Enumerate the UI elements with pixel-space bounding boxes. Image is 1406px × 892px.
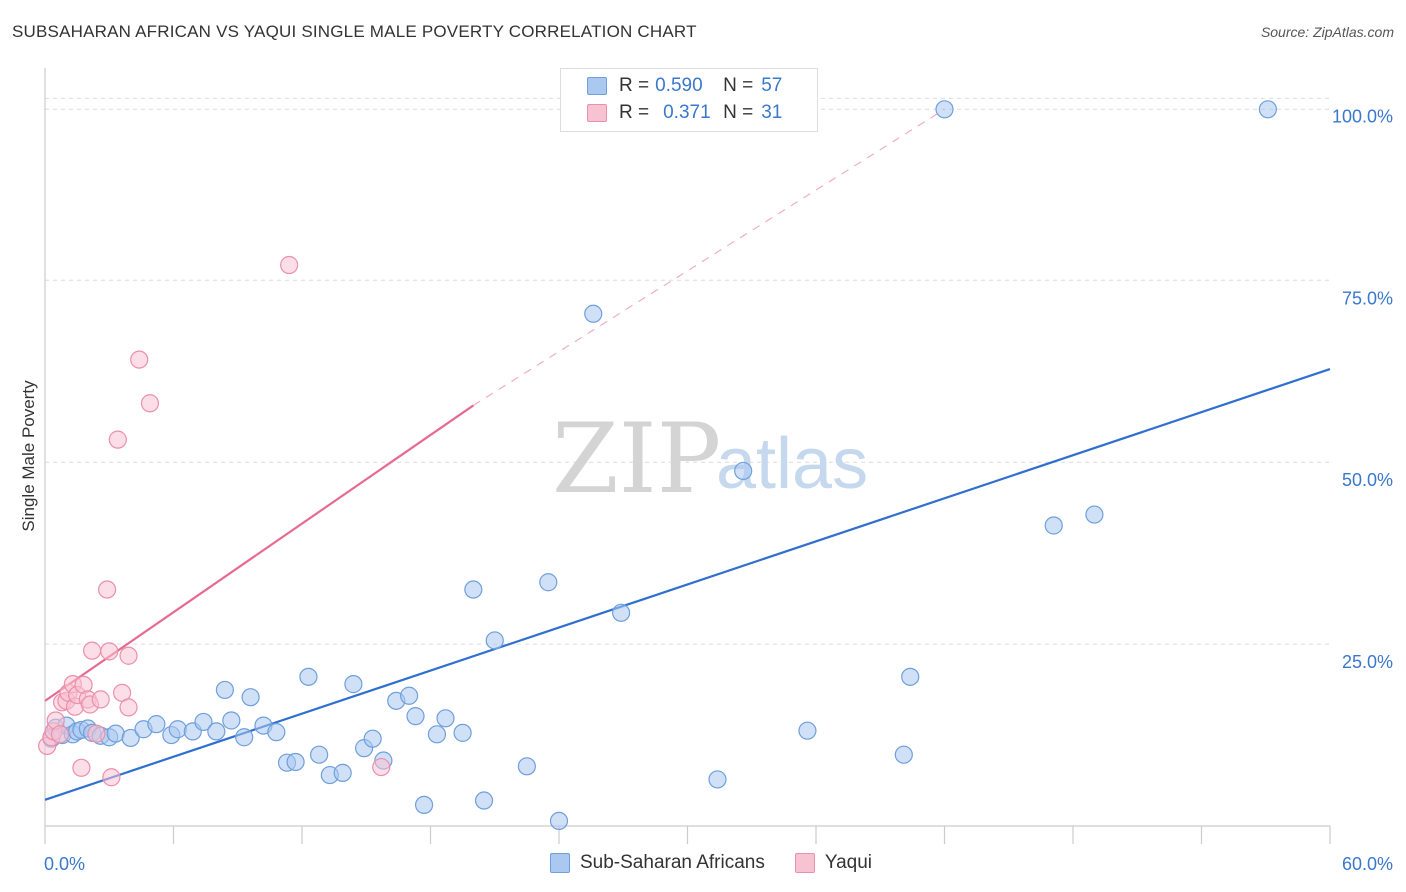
point-subsaharan bbox=[267, 723, 286, 742]
point-subsaharan bbox=[436, 709, 455, 728]
y-tick-label: 50.0% bbox=[1342, 470, 1393, 490]
point-yaqui bbox=[50, 725, 70, 744]
correlation-legend: R = 0.590 N = 57 R = 0.371 N = 31 bbox=[560, 68, 818, 132]
point-subsaharan bbox=[474, 791, 494, 810]
point-subsaharan bbox=[453, 723, 472, 742]
point-subsaharan bbox=[539, 573, 558, 592]
legend-r-value: 0.590 bbox=[655, 75, 703, 96]
point-subsaharan bbox=[427, 725, 447, 744]
point-yaqui bbox=[83, 641, 102, 660]
y-tick-label: 75.0% bbox=[1342, 288, 1393, 308]
y-tick-label: 100.0% bbox=[1332, 106, 1393, 126]
labels-layer: 25.0% 50.0% 75.0% 100.0% 0.0% 60.0% Single Mal… bbox=[19, 106, 1393, 874]
watermark-zip: ZIP bbox=[552, 403, 721, 515]
points-layer bbox=[38, 100, 1277, 831]
point-subsaharan bbox=[235, 728, 254, 747]
source-credit: Source: ZipAtlas.com bbox=[1260, 24, 1394, 40]
point-subsaharan bbox=[734, 461, 753, 481]
point-subsaharan bbox=[901, 667, 920, 686]
point-yaqui bbox=[72, 758, 91, 777]
legend-n-label: N = bbox=[723, 102, 754, 123]
legend-item-subsaharan[interactable]: Sub-Saharan Africans bbox=[550, 852, 765, 874]
point-yaqui bbox=[372, 757, 391, 777]
point-subsaharan bbox=[299, 667, 318, 686]
point-subsaharan bbox=[414, 795, 434, 814]
point-subsaharan bbox=[517, 757, 536, 776]
watermark: ZIP atlas bbox=[552, 403, 868, 515]
point-yaqui bbox=[130, 350, 149, 369]
legend-r-value: 0.371 bbox=[663, 102, 711, 123]
point-subsaharan bbox=[464, 580, 483, 599]
legend-n-value: 57 bbox=[761, 75, 783, 96]
point-subsaharan bbox=[344, 675, 363, 694]
y-axis-title: Single Male Poverty bbox=[19, 380, 38, 532]
point-subsaharan bbox=[399, 686, 419, 705]
chart-title: SUBSAHARAN AFRICAN VS YAQUI SINGLE MALE … bbox=[12, 22, 697, 41]
legend-row-yaqui: R = 0.371 N = 31 bbox=[587, 101, 782, 125]
point-yaqui bbox=[119, 698, 138, 717]
legend-row-subsaharan: R = 0.590 N = 57 bbox=[587, 74, 782, 98]
point-subsaharan bbox=[485, 631, 504, 650]
point-subsaharan bbox=[1258, 100, 1277, 119]
legend-label-subsaharan: Sub-Saharan Africans bbox=[580, 852, 765, 873]
point-subsaharan bbox=[286, 752, 305, 772]
point-yaqui bbox=[119, 646, 138, 665]
point-subsaharan bbox=[241, 688, 260, 707]
point-subsaharan bbox=[549, 811, 569, 831]
legend-n-value: 31 bbox=[761, 102, 783, 123]
point-subsaharan bbox=[363, 729, 382, 748]
point-yaqui bbox=[140, 394, 160, 413]
point-subsaharan bbox=[894, 745, 913, 764]
legend-n-label: N = bbox=[723, 75, 754, 96]
point-yaqui bbox=[100, 642, 119, 661]
point-subsaharan bbox=[798, 721, 817, 740]
point-subsaharan bbox=[708, 770, 727, 789]
y-tick-label: 25.0% bbox=[1342, 652, 1393, 672]
point-subsaharan bbox=[194, 712, 213, 732]
legend-swatch-pink bbox=[587, 104, 607, 122]
legend-item-yaqui[interactable]: Yaqui bbox=[794, 852, 873, 874]
point-yaqui bbox=[91, 690, 110, 709]
point-subsaharan bbox=[584, 304, 603, 323]
legend-swatch-blue bbox=[587, 77, 607, 95]
point-subsaharan bbox=[612, 603, 631, 622]
point-subsaharan bbox=[121, 728, 140, 748]
x-tick-label: 60.0% bbox=[1342, 854, 1393, 874]
point-subsaharan bbox=[1044, 516, 1063, 535]
x-tick-label: 0.0% bbox=[44, 854, 85, 874]
point-subsaharan bbox=[106, 724, 125, 743]
grid-layer bbox=[45, 97, 1330, 645]
trend-line-yaqui-extension bbox=[473, 108, 945, 406]
point-subsaharan bbox=[222, 711, 241, 730]
point-subsaharan bbox=[168, 720, 187, 739]
point-yaqui bbox=[87, 724, 106, 743]
point-yaqui bbox=[102, 768, 121, 787]
point-subsaharan bbox=[310, 745, 329, 764]
point-subsaharan bbox=[406, 707, 425, 726]
point-subsaharan bbox=[1085, 505, 1104, 524]
point-subsaharan bbox=[215, 680, 234, 700]
point-subsaharan bbox=[147, 715, 166, 734]
point-yaqui bbox=[108, 430, 127, 449]
point-subsaharan bbox=[935, 100, 954, 119]
legend-label-yaqui: Yaqui bbox=[824, 852, 873, 873]
point-yaqui bbox=[280, 255, 299, 275]
legend-r-label: R = bbox=[619, 75, 650, 96]
series-legend: Sub-Saharan Africans Yaqui bbox=[550, 852, 902, 874]
point-subsaharan bbox=[207, 722, 226, 741]
point-subsaharan bbox=[333, 763, 352, 782]
legend-r-label: R = bbox=[619, 102, 650, 123]
legend-swatch-pink bbox=[794, 853, 815, 873]
point-yaqui bbox=[98, 580, 117, 599]
legend-swatch-blue bbox=[550, 853, 570, 873]
